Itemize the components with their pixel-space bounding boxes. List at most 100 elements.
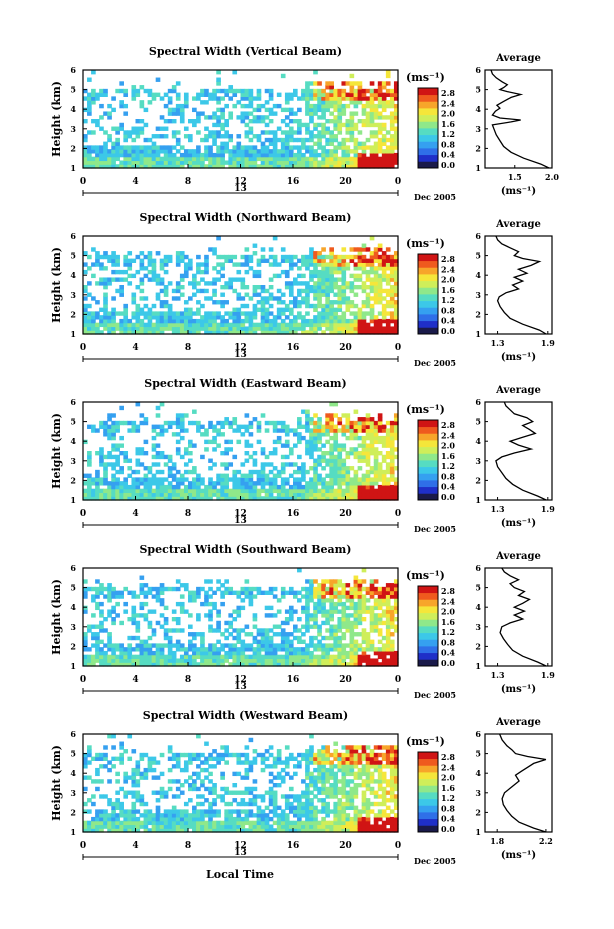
heatmap-cell — [220, 632, 225, 637]
heatmap-cell — [385, 492, 391, 497]
heatmap-cell — [204, 92, 209, 97]
heatmap-cell — [284, 269, 290, 275]
heatmap-cell — [123, 262, 129, 267]
heatmap-cell — [244, 586, 250, 592]
heatmap-cell — [357, 428, 363, 433]
heatmap-cell — [280, 149, 286, 154]
heatmap-cell — [317, 605, 322, 611]
heatmap-cell — [179, 488, 185, 494]
heatmap-cell — [87, 322, 92, 328]
heatmap-cell — [103, 594, 108, 599]
heatmap-cell — [329, 624, 334, 629]
heatmap-cell — [313, 88, 318, 94]
heatmap-cell — [381, 601, 387, 607]
heatmap-cell — [147, 650, 153, 656]
heatmap-cell — [155, 424, 161, 429]
heatmap-cell — [216, 315, 221, 320]
heatmap-cell — [119, 650, 124, 656]
heatmap-cell — [188, 492, 193, 497]
heatmap-cell — [159, 277, 165, 282]
heatmap-cell — [317, 258, 322, 263]
heatmap-cell — [208, 820, 213, 826]
heatmap-cell — [349, 605, 355, 611]
heatmap-cell — [284, 141, 290, 146]
heatmap-cell — [349, 620, 355, 626]
heatmap-cell — [151, 462, 157, 467]
heatmap-cell — [99, 318, 104, 324]
heatmap-cell — [91, 594, 96, 599]
heatmap-cell — [353, 103, 359, 109]
heatmap-cell — [139, 318, 145, 324]
heatmap-cell — [220, 473, 225, 478]
heatmap-cell — [329, 586, 334, 592]
heatmap-cell — [83, 262, 88, 267]
heatmap-cell — [329, 466, 334, 471]
heatmap-cell — [83, 654, 88, 660]
heatmap-cell — [111, 473, 116, 478]
heatmap-cell — [163, 492, 169, 497]
heatmap-cell — [135, 285, 141, 290]
heatmap-cell — [389, 583, 395, 588]
heatmap-cell — [192, 488, 197, 494]
heatmap-cell — [236, 801, 242, 807]
heatmap-cell — [171, 330, 177, 335]
colorbar-tick-label: 1.6 — [441, 617, 455, 627]
heatmap-cell — [232, 330, 238, 335]
heatmap-cell — [107, 492, 112, 497]
heatmap-cell — [188, 590, 193, 595]
heatmap-cell — [220, 115, 225, 120]
heatmap-cell — [212, 809, 217, 814]
heatmap-cell — [103, 160, 108, 165]
heatmap-cell — [111, 307, 116, 312]
heatmap-cell — [321, 145, 326, 150]
heatmap-cell — [321, 586, 326, 592]
heatmap-cell — [119, 466, 124, 471]
heatmap-cell — [284, 281, 290, 286]
heatmap-cell — [103, 745, 108, 750]
heatmap-cell — [167, 156, 173, 162]
heatmap-cell — [369, 315, 375, 320]
heatmap-cell — [361, 439, 367, 445]
heatmap-cell — [293, 152, 298, 158]
heatmap-cell — [115, 801, 120, 807]
heatmap-cell — [127, 662, 133, 667]
heatmap-cell — [212, 813, 217, 818]
heatmap-cell — [333, 254, 339, 260]
heatmap-cell — [377, 424, 383, 429]
heatmap-cell — [200, 752, 205, 758]
heatmap-cell — [123, 303, 129, 309]
heatmap-cell — [228, 258, 234, 263]
heatmap-cell — [87, 752, 92, 758]
heatmap-cell — [337, 484, 343, 490]
heatmap-cell — [333, 658, 339, 663]
heatmap-cell — [293, 469, 298, 475]
heatmap-cell — [341, 609, 347, 614]
heatmap-cell — [349, 285, 355, 290]
heatmap-cell — [309, 115, 314, 120]
heatmap-cell — [353, 330, 359, 335]
heatmap-cell — [385, 594, 391, 599]
heatmap-cell — [385, 164, 391, 169]
heatmap-cell — [204, 115, 209, 120]
heatmap-cell — [244, 458, 250, 463]
heatmap-cell — [377, 484, 383, 490]
heatmap-cell — [329, 81, 334, 86]
heatmap-cell — [224, 745, 229, 750]
heatmap-cell — [212, 247, 217, 252]
heatmap-cell — [163, 164, 169, 169]
heatmap-cell — [369, 134, 375, 139]
colorbar-tick-label: 2.0 — [441, 275, 455, 285]
heatmap-cell — [389, 590, 395, 595]
heatmap-cell — [389, 303, 395, 309]
heatmap-cell — [147, 484, 153, 490]
heatmap-cell — [95, 786, 100, 792]
heatmap-cell — [183, 100, 189, 105]
heatmap-cell — [147, 160, 153, 165]
heatmap-cell — [333, 624, 339, 629]
heatmap-cell — [99, 307, 104, 312]
heatmap-cell — [220, 111, 225, 116]
heatmap-cell — [353, 473, 359, 478]
heatmap-cell — [212, 786, 217, 792]
heatmap-cell — [216, 794, 221, 799]
heatmap-cell — [293, 315, 298, 320]
